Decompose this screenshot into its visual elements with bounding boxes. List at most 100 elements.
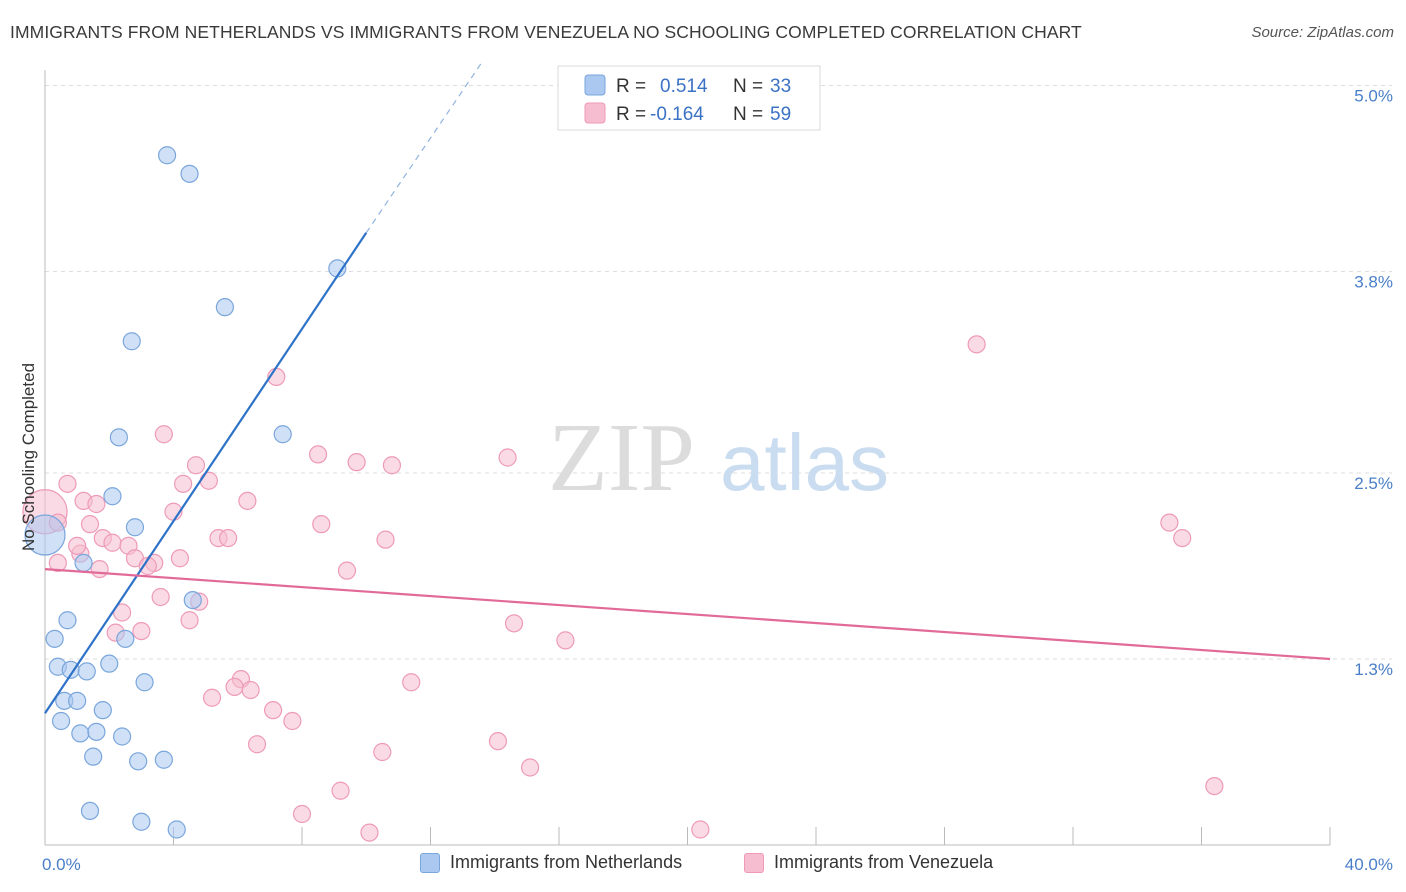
venezuela-point xyxy=(151,587,170,607)
venezuela-point xyxy=(202,688,222,707)
stats-legend: R = 0.514 N = 33 R = -0.164 N = 59 xyxy=(557,65,821,131)
venezuela-point xyxy=(1160,513,1179,532)
venezuela-point xyxy=(199,471,218,490)
venezuela-point xyxy=(382,456,402,475)
venezuela-point xyxy=(556,631,575,650)
netherlands-point xyxy=(215,298,234,317)
netherlands-point xyxy=(74,553,93,573)
venezuela-point xyxy=(402,673,421,692)
venezuela-point xyxy=(132,621,151,641)
venezuela-point xyxy=(504,614,524,633)
y-tick-label: 1.3% xyxy=(1354,660,1393,679)
watermark-zip: ZIP xyxy=(548,404,695,512)
y-tick-label: 3.8% xyxy=(1354,273,1393,292)
venezuela-point xyxy=(376,530,395,549)
netherlands-point xyxy=(87,722,106,741)
netherlands-points xyxy=(24,146,347,839)
venezuela-point xyxy=(331,781,350,800)
netherlands-trend-line xyxy=(44,232,368,714)
venezuela-point xyxy=(1173,528,1192,548)
netherlands-point xyxy=(180,164,199,183)
y-tick-label: 2.5% xyxy=(1354,474,1393,493)
r-label-venezuela: R = xyxy=(616,104,646,125)
netherlands-point xyxy=(135,673,154,692)
n-value-netherlands: 33 xyxy=(770,76,791,97)
netherlands-point xyxy=(109,428,128,447)
venezuela-point xyxy=(154,425,173,444)
venezuela-point xyxy=(180,611,199,630)
bottom-legend: Immigrants from Netherlands Immigrants f… xyxy=(0,852,1406,878)
venezuela-point xyxy=(360,823,379,842)
legend-label-venezuela: Immigrants from Venezuela xyxy=(774,852,994,872)
venezuela-point xyxy=(48,553,67,573)
n-label-netherlands: N = xyxy=(733,76,763,97)
venezuela-point xyxy=(87,494,106,514)
netherlands-point xyxy=(24,514,66,556)
netherlands-swatch-icon xyxy=(584,74,606,96)
venezuela-legend-icon xyxy=(744,852,764,873)
netherlands-point xyxy=(71,724,90,743)
venezuela-point xyxy=(263,701,283,720)
netherlands-point xyxy=(68,691,87,710)
venezuela-point xyxy=(498,448,517,467)
netherlands-point xyxy=(80,801,100,821)
r-label-netherlands: R = xyxy=(616,76,646,97)
venezuela-point xyxy=(219,528,238,548)
venezuela-point xyxy=(225,677,244,697)
venezuela-point xyxy=(138,556,157,576)
netherlands-point xyxy=(103,487,122,506)
netherlands-point xyxy=(100,654,119,673)
venezuela-swatch-icon xyxy=(584,102,606,124)
netherlands-point xyxy=(45,629,64,648)
venezuela-point xyxy=(347,453,366,472)
venezuela-point xyxy=(58,474,77,493)
source-label: Source: ZipAtlas.com xyxy=(1251,24,1394,41)
venezuela-point xyxy=(90,559,109,579)
netherlands-point xyxy=(122,332,141,351)
netherlands-point xyxy=(84,747,103,766)
chart-title: IMMIGRANTS FROM NETHERLANDS VS IMMIGRANT… xyxy=(10,22,1082,42)
netherlands-point xyxy=(125,518,145,537)
venezuela-point xyxy=(691,820,710,839)
venezuela-point xyxy=(1205,776,1224,796)
watermark-atlas: atlas xyxy=(720,418,889,507)
legend-item-venezuela[interactable]: Immigrants from Venezuela xyxy=(744,852,993,873)
y-tick-label: 5.0% xyxy=(1354,87,1393,106)
netherlands-legend-icon xyxy=(420,852,440,873)
venezuela-point xyxy=(247,735,267,754)
legend-label-netherlands: Immigrants from Netherlands xyxy=(450,852,683,872)
venezuela-trend-line xyxy=(44,568,1331,661)
tick-labels: 1.3% 2.5% 3.8% 5.0% 0.0% 40.0% xyxy=(42,87,1393,875)
venezuela-points xyxy=(22,335,1224,842)
venezuela-point xyxy=(186,456,206,475)
venezuela-point xyxy=(967,335,986,354)
netherlands-point xyxy=(129,752,148,771)
n-value-venezuela: 59 xyxy=(770,104,791,125)
n-label-venezuela: N = xyxy=(733,104,763,125)
venezuela-point xyxy=(308,445,328,464)
grid-lines xyxy=(45,85,1392,660)
venezuela-point xyxy=(170,549,190,568)
netherlands-point xyxy=(58,611,77,630)
venezuela-point xyxy=(238,491,257,510)
netherlands-trend-extension xyxy=(365,61,483,234)
netherlands-point xyxy=(51,711,71,731)
venezuela-point xyxy=(373,742,392,762)
netherlands-point xyxy=(157,146,177,165)
venezuela-point xyxy=(337,561,357,580)
venezuela-point xyxy=(312,515,331,534)
netherlands-point xyxy=(112,727,132,746)
netherlands-point xyxy=(77,662,96,681)
venezuela-point xyxy=(520,758,540,777)
r-value-netherlands: 0.514 xyxy=(660,76,708,97)
netherlands-point xyxy=(93,701,112,720)
netherlands-point xyxy=(132,812,151,831)
trend-lines xyxy=(44,61,1331,714)
venezuela-point xyxy=(80,515,100,534)
venezuela-point xyxy=(103,533,122,552)
venezuela-point xyxy=(292,804,312,824)
legend-item-netherlands[interactable]: Immigrants from Netherlands xyxy=(420,852,682,873)
x-tick-label-min: 0.0% xyxy=(42,855,81,874)
netherlands-point xyxy=(183,590,202,610)
